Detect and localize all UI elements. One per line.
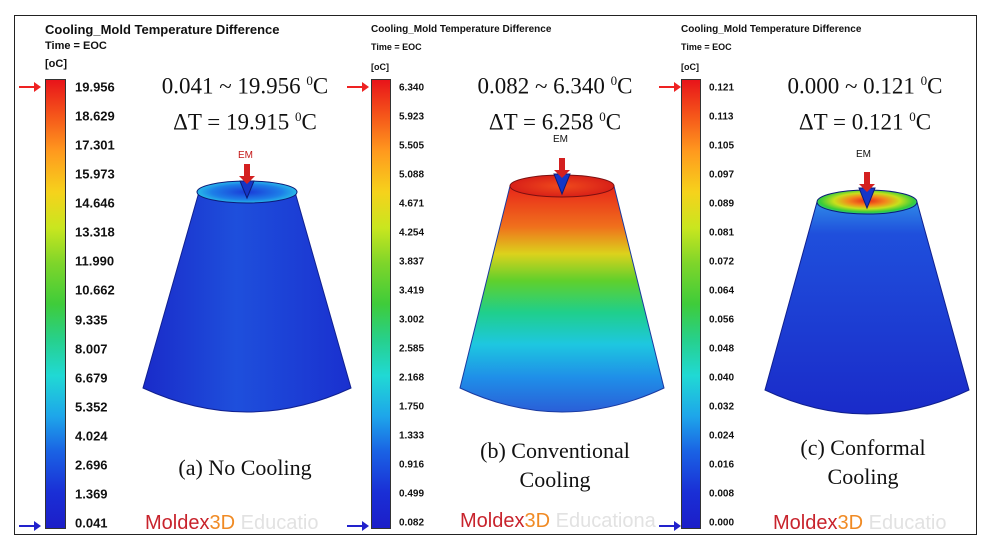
temperature-range-label: 0.041 ~ 19.956 0C ΔT = 19.915 0C: [161, 73, 329, 135]
panel-conformal-cooling: Cooling_Mold Temperature Difference Time…: [659, 16, 975, 534]
scale-tick: 3.419: [399, 285, 425, 297]
min-marker-arrow: [347, 521, 369, 531]
max-marker-arrow: [659, 82, 681, 92]
scale-tick: 6.340: [399, 82, 425, 94]
scale-tick: 4.024: [75, 428, 108, 444]
scale-tick: 0.048: [709, 343, 735, 355]
scale-tick: 0.113: [709, 111, 734, 123]
legend-unit: [oC]: [681, 62, 699, 72]
legend-title: Cooling_Mold Temperature Difference: [45, 22, 280, 37]
legend-title: Cooling_Mold Temperature Difference: [371, 24, 552, 35]
scale-tick: 18.629: [75, 108, 115, 124]
scale-tick: 6.679: [75, 370, 108, 386]
scale-tick: 0.064: [709, 285, 735, 297]
scale-tick: 8.007: [75, 341, 108, 357]
scale-tick: 1.333: [399, 430, 425, 442]
delta-t-value: ΔT = 0.121: [798, 109, 904, 135]
scale-tick: 0.056: [709, 314, 735, 326]
scale-tick: 0.072: [709, 256, 735, 268]
scale-tick: 0.041: [75, 515, 108, 531]
min-marker-arrow: [19, 521, 41, 531]
scale-tick: 0.499: [399, 488, 425, 500]
scale-tick: 9.335: [75, 312, 108, 328]
scale-tick: 0.081: [709, 227, 735, 239]
legend-title: Cooling_Mold Temperature Difference: [681, 24, 862, 35]
figure-frame: Cooling_Mold Temperature Difference Time…: [14, 15, 977, 535]
min-marker-arrow: [659, 521, 681, 531]
scale-tick: 0.121: [709, 82, 735, 94]
scale-tick: 1.369: [75, 486, 108, 502]
color-scale-ticks: 0.121 0.113 0.105 0.097 0.089 0.081 0.07…: [709, 83, 759, 529]
scale-tick: 5.923: [399, 111, 425, 123]
scale-tick: 0.097: [709, 169, 735, 181]
mold-cone-model: [459, 158, 665, 413]
panel-caption: (b) Conventional Cooling: [480, 438, 630, 492]
scale-tick: 0.024: [709, 430, 735, 442]
scale-tick: 0.916: [399, 459, 425, 471]
panel-conventional-cooling: Cooling_Mold Temperature Difference Time…: [347, 16, 665, 534]
legend-unit: [oC]: [371, 62, 389, 72]
scale-tick: 11.990: [75, 253, 115, 269]
mold-cone-model: [764, 172, 970, 415]
scale-tick: 2.696: [75, 457, 108, 473]
em-label: EM: [553, 134, 568, 145]
delta-t-value: ΔT = 6.258: [488, 109, 594, 135]
color-scale-bar: [681, 79, 701, 529]
scale-tick: 0.016: [709, 459, 735, 471]
scale-tick: 13.318: [75, 224, 115, 240]
scale-tick: 14.646: [75, 195, 115, 211]
scale-tick: 0.032: [709, 401, 735, 413]
panel-no-cooling: Cooling_Mold Temperature Difference Time…: [15, 16, 355, 534]
scale-tick: 2.168: [399, 372, 425, 384]
scale-tick: 19.956: [75, 79, 115, 95]
scale-tick: 0.089: [709, 198, 735, 210]
mold-cone-model: [142, 164, 352, 413]
scale-tick: 5.352: [75, 399, 108, 415]
range-values: 0.000 ~ 0.121: [787, 73, 915, 99]
color-scale-ticks: 19.956 18.629 17.301 15.973 14.646 13.31…: [75, 80, 135, 531]
scale-tick: 0.008: [709, 488, 735, 500]
panel-caption: (c) Conformal Cooling: [800, 435, 926, 489]
range-values: 0.082 ~ 6.340: [477, 73, 605, 99]
scale-tick: 15.973: [75, 166, 115, 182]
temperature-range-label: 0.082 ~ 6.340 0C ΔT = 6.258 0C: [477, 73, 633, 135]
scale-tick: 4.254: [399, 227, 425, 239]
scale-tick: 4.671: [399, 198, 425, 210]
scale-tick: 0.082: [399, 517, 425, 529]
legend-time: Time = EOC: [681, 42, 732, 52]
em-label: EM: [238, 150, 253, 161]
legend-time: Time = EOC: [45, 40, 107, 52]
scale-tick: 0.000: [709, 517, 735, 529]
color-scale-bar: [45, 79, 66, 529]
scale-tick: 0.040: [709, 372, 735, 384]
temperature-range-label: 0.000 ~ 0.121 0C ΔT = 0.121 0C: [787, 73, 943, 135]
scale-tick: 0.105: [709, 140, 735, 152]
scale-tick: 3.002: [399, 314, 425, 326]
scale-tick: 5.088: [399, 169, 425, 181]
legend-time: Time = EOC: [371, 42, 422, 52]
moldex3d-logo: Moldex3D Educatio: [145, 512, 319, 534]
scale-tick: 17.301: [75, 137, 115, 153]
panel-caption: (a) No Cooling: [178, 455, 312, 480]
legend-unit: [oC]: [45, 58, 67, 70]
delta-t-value: ΔT = 19.915: [173, 109, 290, 135]
color-scale-ticks: 6.340 5.923 5.505 5.088 4.671 4.254 3.83…: [399, 83, 449, 529]
scale-tick: 10.662: [75, 282, 115, 298]
color-scale-bar: [371, 79, 391, 529]
em-label: EM: [856, 149, 871, 160]
scale-tick: 3.837: [399, 256, 425, 268]
scale-tick: 5.505: [399, 140, 425, 152]
range-values: 0.041 ~ 19.956: [161, 73, 301, 99]
max-marker-arrow: [19, 82, 41, 92]
scale-tick: 1.750: [399, 401, 425, 413]
scale-tick: 2.585: [399, 343, 425, 355]
moldex3d-logo: Moldex3D Educatio: [773, 512, 947, 534]
moldex3d-logo: Moldex3D Educationa: [460, 510, 656, 532]
max-marker-arrow: [347, 82, 369, 92]
